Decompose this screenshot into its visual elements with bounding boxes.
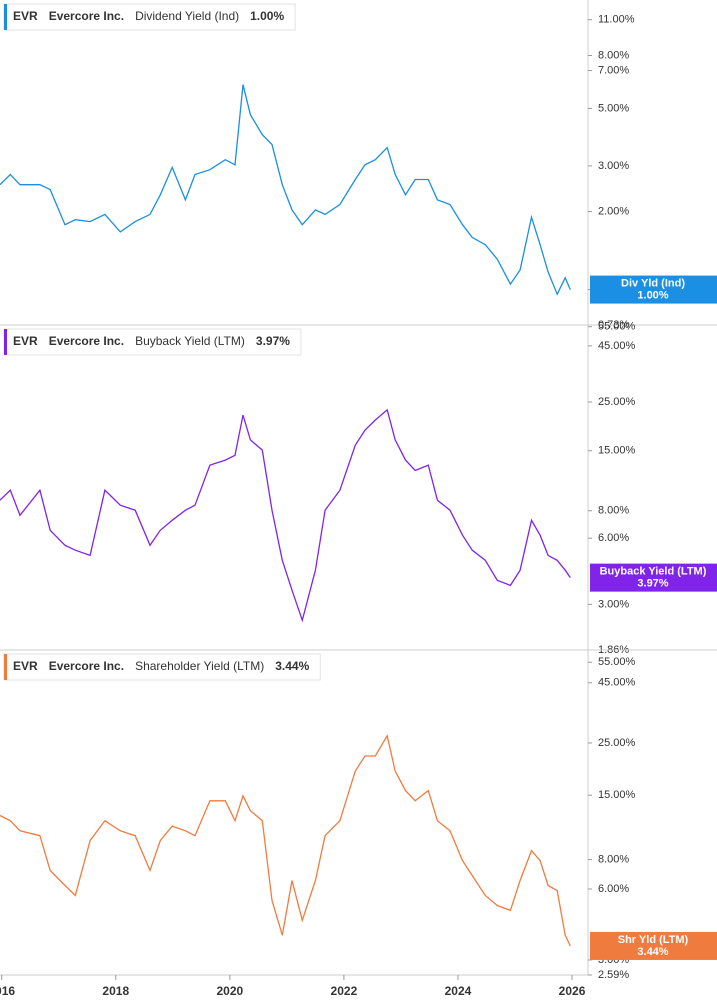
legend-box — [3, 328, 302, 356]
ticker: EVR — [13, 659, 38, 673]
value-badge — [590, 563, 717, 592]
y-tick-label: 2.00% — [598, 205, 629, 217]
value-badge — [590, 275, 717, 304]
y-tick-label: 25.00% — [598, 396, 636, 408]
series-line — [0, 84, 571, 296]
last-value: 1.00% — [250, 9, 284, 23]
legend-swatch — [4, 654, 7, 680]
y-tick-label: 15.00% — [598, 445, 636, 457]
y-tick-label: 11.00% — [598, 14, 635, 26]
legend-label: Buyback Yield (LTM) — [135, 334, 245, 348]
value-badge — [590, 931, 717, 960]
y-tick-label: 2.59% — [598, 969, 629, 981]
y-tick-label: 45.00% — [598, 677, 636, 689]
x-tick-label: 2022 — [331, 984, 358, 998]
y-tick-label: 15.00% — [598, 789, 636, 801]
y-tick-label: 55.00% — [598, 321, 636, 333]
series-line — [0, 734, 571, 947]
y-tick-label: 25.00% — [598, 737, 636, 749]
legend-swatch — [4, 4, 7, 30]
legend-header: EVR Evercore Inc. Dividend Yield (Ind) 1.00… — [3, 3, 296, 31]
badge-value: 1.00% — [637, 289, 668, 301]
legend-label: Dividend Yield (Ind) — [135, 9, 239, 23]
y-tick-label: 8.00% — [598, 853, 629, 865]
y-tick-label: 55.00% — [598, 656, 636, 668]
legend-box — [3, 3, 296, 31]
company-name: Evercore Inc. — [49, 659, 124, 673]
series-line — [0, 408, 571, 623]
x-tick-label: 2018 — [102, 984, 129, 998]
badge-label: Shr Yld (LTM) — [618, 934, 689, 946]
y-tick-label: 6.00% — [598, 883, 629, 895]
legend-header: EVR Evercore Inc. Buyback Yield (LTM) 3.97% — [3, 328, 302, 356]
badge-label: Div Yld (Ind) — [621, 277, 685, 289]
company-name: Evercore Inc. — [49, 334, 124, 348]
x-tick-label: 2016 — [0, 984, 15, 998]
y-tick-label: 45.00% — [598, 340, 636, 352]
badge-value: 3.97% — [637, 578, 668, 590]
y-tick-label: 7.00% — [598, 64, 629, 76]
x-tick-label: 2020 — [216, 984, 243, 998]
ticker: EVR — [13, 334, 38, 348]
y-tick-label: 8.00% — [598, 505, 629, 517]
badge-value: 3.44% — [637, 946, 668, 958]
y-tick-label: 8.00% — [598, 49, 629, 61]
badge-label: Buyback Yield (LTM) — [600, 566, 707, 578]
x-tick-label: 2026 — [559, 984, 586, 998]
legend-box — [3, 653, 321, 681]
y-tick-label: 3.00% — [598, 160, 629, 172]
y-tick-label: 3.00% — [598, 598, 629, 610]
y-tick-label: 5.00% — [598, 102, 629, 114]
ticker: EVR — [13, 9, 38, 23]
company-name: Evercore Inc. — [49, 9, 124, 23]
x-tick-label: 2024 — [445, 984, 472, 998]
legend-swatch — [4, 329, 7, 355]
y-tick-label: 6.00% — [598, 532, 629, 544]
last-value: 3.44% — [275, 659, 309, 673]
legend-label: Shareholder Yield (LTM) — [135, 659, 264, 673]
legend-header: EVR Evercore Inc. Shareholder Yield (LTM) 3… — [3, 653, 321, 681]
last-value: 3.97% — [256, 334, 290, 348]
